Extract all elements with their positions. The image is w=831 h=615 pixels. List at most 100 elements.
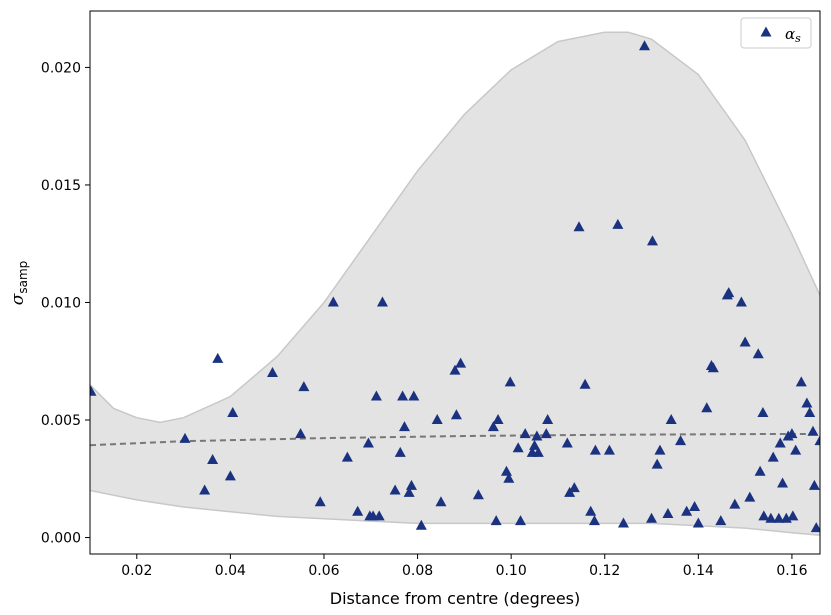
data-point [786, 428, 798, 439]
data-point [298, 381, 310, 392]
data-point [405, 479, 417, 490]
data-point [729, 498, 741, 509]
data-point [529, 439, 541, 450]
y-tick-label: 0.000 [41, 531, 81, 547]
data-point [542, 414, 554, 425]
data-point [808, 479, 820, 490]
data-point [773, 512, 785, 523]
data-point [207, 453, 219, 464]
data-point [431, 414, 443, 425]
data-point [646, 235, 658, 246]
data-point [362, 437, 374, 448]
data-point [639, 40, 651, 51]
x-tick-label: 0.16 [776, 563, 807, 579]
x-tick-label: 0.04 [215, 563, 246, 579]
data-point [715, 515, 727, 526]
data-point [603, 444, 615, 455]
confidence-band-upper-edge [90, 31, 820, 424]
data-point [810, 522, 820, 533]
data-point [617, 517, 629, 528]
data-point [754, 465, 766, 476]
data-point [707, 362, 719, 373]
legend-label-subscript: s [795, 32, 801, 45]
data-point [540, 428, 552, 439]
data-point [450, 409, 462, 420]
data-point [449, 364, 461, 375]
data-point [295, 428, 307, 439]
x-axis: 0.02 0.04 0.06 0.08 0.10 0.12 0.14 0.16 [121, 554, 808, 579]
data-point [408, 390, 420, 401]
data-point [561, 437, 573, 448]
data-point [744, 491, 756, 502]
data-point [500, 465, 512, 476]
x-tick-label: 0.02 [121, 563, 152, 579]
legend-label: αs [785, 25, 801, 45]
y-tick-label: 0.015 [41, 178, 81, 194]
data-point [689, 500, 701, 511]
x-tick-label: 0.12 [589, 563, 620, 579]
data-point [370, 390, 382, 401]
data-point [376, 296, 388, 307]
data-point [801, 397, 813, 408]
data-point [352, 505, 364, 516]
data-point [341, 451, 353, 462]
data-point [662, 508, 674, 519]
data-point [807, 425, 819, 436]
data-point [723, 287, 735, 298]
data-point [675, 435, 687, 446]
confidence-band-lower-edge [90, 489, 820, 536]
data-point [389, 484, 401, 495]
data-point [515, 515, 527, 526]
data-point [415, 519, 427, 530]
data-point [814, 435, 820, 446]
data-point [692, 517, 704, 528]
data-point [765, 512, 777, 523]
data-point [532, 446, 544, 457]
data-point [758, 510, 770, 521]
x-tick-label: 0.08 [402, 563, 433, 579]
data-point [394, 446, 406, 457]
x-tick-label: 0.10 [496, 563, 527, 579]
data-point [701, 402, 713, 413]
y-tick-label: 0.010 [41, 295, 81, 311]
data-point [314, 496, 326, 507]
data-point [90, 385, 97, 396]
data-point [774, 437, 786, 448]
data-point [397, 390, 409, 401]
data-point [654, 444, 666, 455]
data-point [589, 444, 601, 455]
x-tick-label: 0.06 [308, 563, 339, 579]
plot-frame [89, 10, 821, 555]
data-point [579, 378, 591, 389]
y-axis-title-symbol: σ [8, 293, 28, 305]
y-axis-title-subscript: samp [16, 261, 30, 294]
data-point [212, 352, 224, 363]
data-point [568, 482, 580, 493]
data-point [804, 406, 816, 417]
data-point [757, 406, 769, 417]
data-point [398, 421, 410, 432]
data-point [503, 472, 515, 483]
data-point [777, 477, 789, 488]
data-point [487, 421, 499, 432]
data-point [519, 428, 531, 439]
data-point [573, 221, 585, 232]
legend-box [740, 17, 812, 49]
data-point [435, 496, 447, 507]
data-point [735, 296, 747, 307]
data-point [681, 505, 693, 516]
data-point [267, 367, 278, 377]
legend-marker-triangle-icon [760, 26, 772, 37]
y-axis-title: σsamp [8, 261, 30, 306]
data-point [472, 489, 484, 500]
y-tick-label: 0.005 [41, 413, 81, 429]
data-point [752, 348, 764, 359]
data-point [739, 336, 751, 347]
data-point [455, 357, 467, 368]
data-point [227, 406, 239, 417]
data-point [612, 218, 624, 229]
data-point [199, 484, 211, 495]
legend-label-main: α [785, 25, 795, 43]
data-point [651, 458, 663, 469]
